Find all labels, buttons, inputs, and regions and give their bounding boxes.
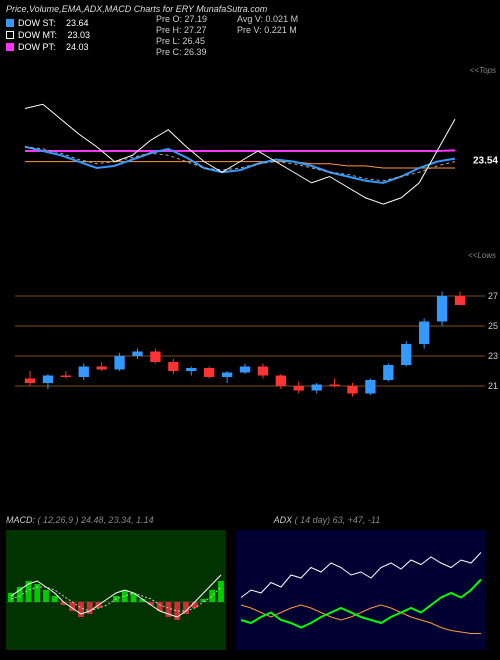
legend-row: DOW ST: 23.64 DOW MT: 23.03 DOW PT: 24.0…	[6, 18, 494, 52]
lower-candle-chart: <<Lows 21232527	[0, 266, 500, 416]
page-title: Price,Volume,EMA,ADX,MACD Charts for ERY…	[6, 4, 494, 14]
info-cols: Pre O: 27.19 Pre H: 27.27 Pre L: 26.45 P…	[156, 14, 298, 57]
macd-chart	[6, 530, 226, 650]
legend-mt: DOW MT: 23.03	[6, 30, 90, 40]
indicator-row	[0, 530, 500, 660]
legend-st: DOW ST: 23.64	[6, 18, 90, 28]
adx-chart	[236, 530, 486, 650]
indicator-labels: MACD: ( 12,26,9 ) 24.48, 23.34, 1.14 ADX…	[6, 515, 380, 525]
legend-pt: DOW PT: 24.03	[6, 42, 90, 52]
upper-ema-chart: <<Tops 23.54	[0, 66, 500, 236]
header: Price,Volume,EMA,ADX,MACD Charts for ERY…	[0, 0, 500, 56]
